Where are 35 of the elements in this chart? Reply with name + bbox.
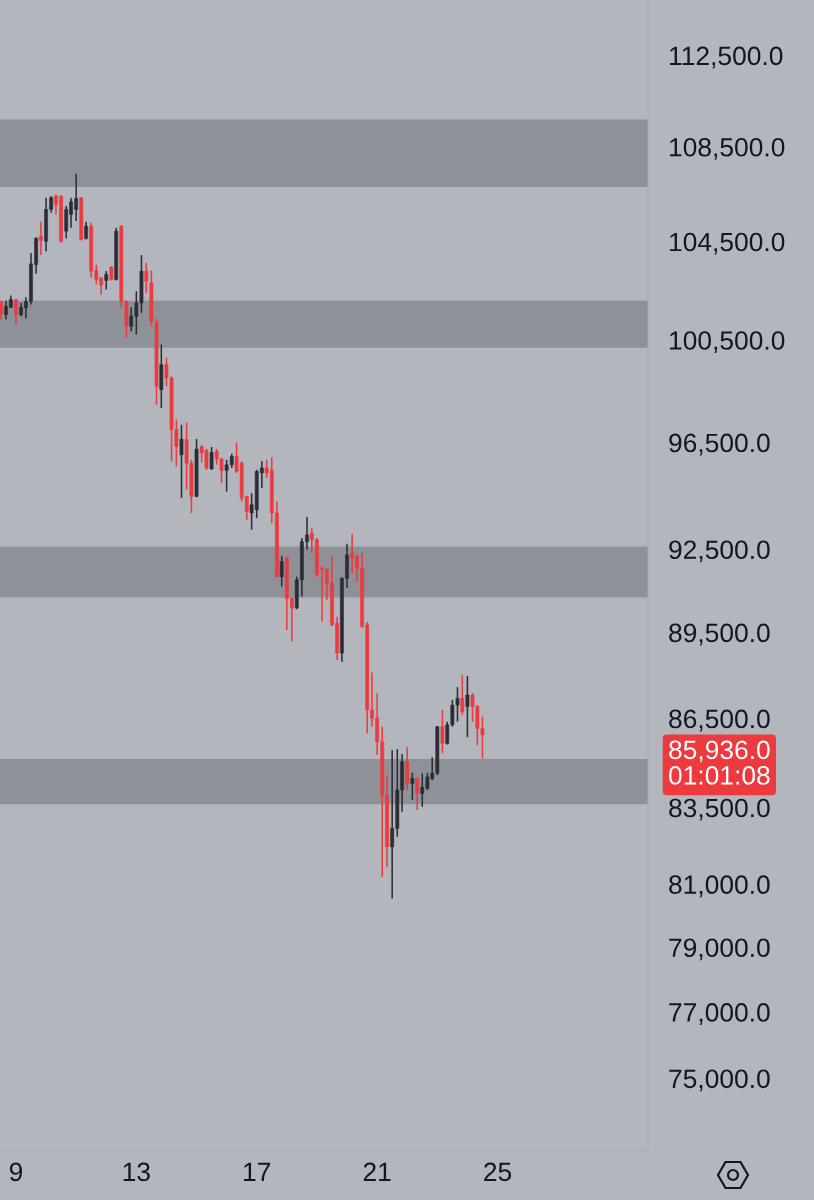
- y-tick-label: 81,000.0: [669, 875, 770, 898]
- candlestick: [350, 533, 355, 574]
- y-tick-label: 112,500.0: [670, 46, 783, 69]
- y-tick-label: 77,000.0: [669, 1003, 770, 1025]
- y-tick-label: 86,500.0: [669, 709, 770, 732]
- y-tick-label: 89,500.0: [669, 623, 770, 646]
- candlestick: [0, 300, 3, 321]
- candlestick: [179, 423, 184, 499]
- candlestick: [64, 205, 69, 240]
- candlestick: [39, 221, 43, 256]
- candlestick: [144, 262, 149, 294]
- candlestick: [465, 675, 470, 738]
- candlestick: [104, 270, 109, 291]
- candlestick: [440, 709, 445, 755]
- x-tick-label: 17: [244, 1162, 271, 1181]
- y-tick-label: 79,000.0: [669, 938, 770, 961]
- candlestick: [410, 771, 415, 801]
- candlestick: [279, 555, 284, 588]
- candlestick: [405, 746, 410, 791]
- x-tick-label: 25: [484, 1162, 512, 1182]
- candlestick: [209, 446, 214, 471]
- candlestick: [460, 674, 465, 716]
- y-tick-label: 100,500.0: [670, 331, 785, 353]
- x-tick-label: 21: [363, 1162, 391, 1181]
- x-tick-label: 9: [9, 1162, 23, 1182]
- y-tick-label: 75,000.0: [669, 1069, 770, 1092]
- y-tick-label: 83,500.0: [669, 798, 770, 821]
- y-tick-label: 108,500.0: [670, 137, 785, 160]
- candlestick: [415, 776, 420, 811]
- candlestick: [14, 298, 18, 326]
- y-tick-label: 104,500.0: [670, 232, 785, 255]
- text: 85,936.0 01:01:08: [669, 740, 770, 785]
- y-tick-label: 96,500.0: [669, 433, 770, 456]
- y-tick-label: 92,500.0: [669, 540, 770, 563]
- x-tick-label: 13: [123, 1162, 150, 1182]
